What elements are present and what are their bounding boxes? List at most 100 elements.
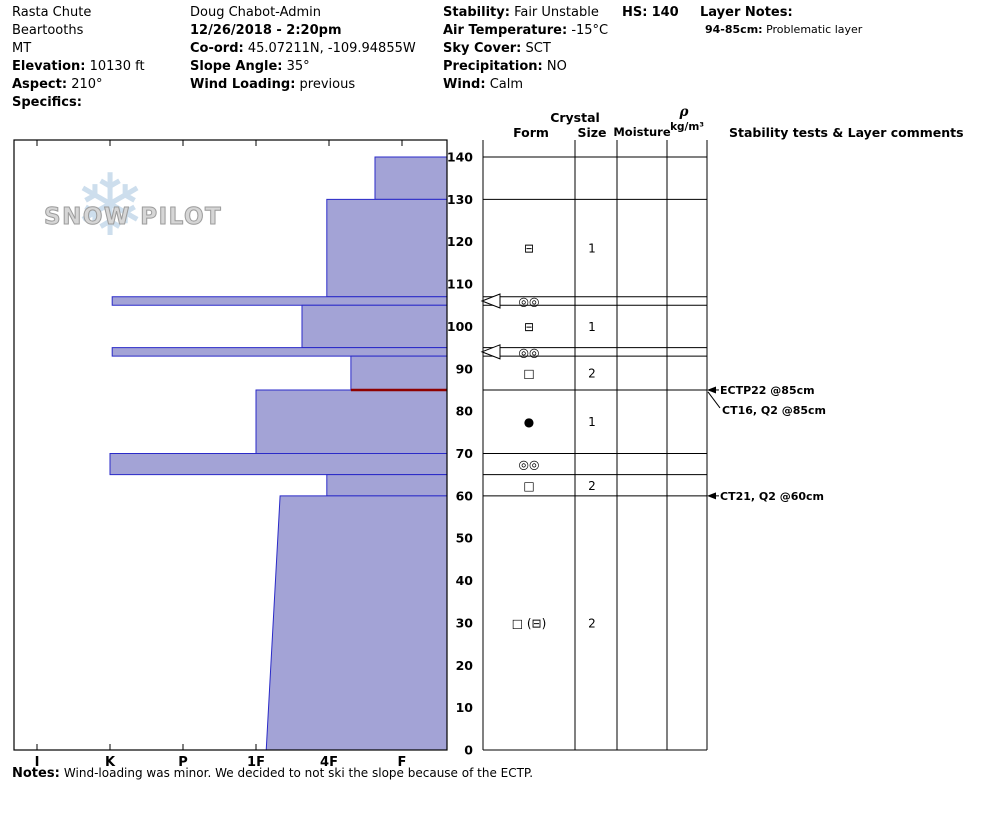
elevation-value: 10130 ft	[89, 59, 145, 74]
layer-hardness-bar	[350, 355, 448, 391]
precip-value: NO	[546, 59, 567, 74]
layer-hardness-bar	[255, 389, 448, 454]
layer-hardness-bar	[301, 304, 448, 349]
wind: Wind: Calm	[443, 76, 608, 94]
hardness-label: F	[398, 755, 407, 770]
stability: Stability: Fair Unstable	[443, 4, 608, 22]
hardness-label: P	[178, 755, 188, 770]
crystal-size-value: 1	[588, 415, 596, 429]
crystal-size-value: 2	[588, 616, 596, 630]
hardness-label: K	[105, 755, 116, 770]
crystal-size-value: 2	[588, 479, 596, 493]
stability-test-label: CT21, Q2 @60cm	[720, 490, 824, 503]
layer-note-depth: 94-85cm:	[705, 23, 763, 36]
site-aspect: Aspect: 210°	[12, 76, 145, 94]
notes-label: Notes:	[12, 766, 60, 781]
crystal-size-value: 2	[588, 367, 596, 381]
crystal-form-symbol: □	[523, 479, 534, 493]
depth-label: 140	[447, 150, 473, 165]
elevation-label: Elevation:	[12, 59, 86, 74]
hs-label: HS:	[622, 5, 648, 20]
hs-value: 140	[651, 5, 679, 20]
column-header-density-units: kg/m³	[670, 121, 704, 133]
column-header-moisture: Moisture	[613, 125, 671, 139]
wind-loading: Wind Loading: previous	[190, 76, 416, 94]
depth-label: 110	[447, 277, 473, 292]
hardness-label: 4F	[320, 755, 338, 770]
observer-name: Doug Chabot-Admin	[190, 5, 322, 20]
layer-concern-arrow-icon	[480, 293, 501, 309]
column-header-density-rho: ρ	[679, 104, 689, 120]
aspect-value: 210°	[71, 77, 103, 92]
depth-label: 50	[456, 531, 474, 546]
slope-angle-value: 35°	[286, 59, 310, 74]
column-header-comments: Stability tests & Layer comments	[729, 125, 964, 140]
precip-label: Precipitation:	[443, 59, 543, 74]
depth-label: 0	[464, 743, 473, 758]
layer-note-item: 94-85cm: Problematic layer	[700, 22, 862, 37]
site-name: Rasta Chute	[12, 5, 92, 20]
layer-hardness-bar	[265, 495, 448, 751]
specifics-label: Specifics:	[12, 95, 82, 110]
depth-label: 20	[456, 658, 474, 673]
crystal-form-symbol: □ (⊟)	[512, 616, 547, 630]
stability-test-label: ECTP22 @85cm	[720, 384, 815, 397]
slope-angle-label: Slope Angle:	[190, 59, 283, 74]
crystal-form-symbol: ⊟	[524, 242, 534, 256]
header-observer-block: Doug Chabot-Admin 12/26/2018 - 2:20pm Co…	[190, 4, 416, 94]
stability-label: Stability:	[443, 5, 510, 20]
layer-note-text: Problematic layer	[766, 23, 863, 36]
crystal-form-symbol: ◎◎	[519, 295, 540, 309]
crystal-size-value: 1	[588, 320, 596, 334]
column-header-crystal: Crystal	[550, 110, 600, 125]
site-specifics: Specifics:	[12, 94, 145, 112]
layer-hardness-bar	[109, 453, 448, 476]
crystal-form-symbol: ◎◎	[519, 345, 540, 359]
test-arrowhead-icon	[707, 386, 716, 394]
depth-label: 130	[447, 192, 473, 207]
sky-cover: Sky Cover: SCT	[443, 40, 608, 58]
coordinates: Co-ord: 45.07211N, -109.94855W	[190, 40, 416, 58]
coord-value: 45.07211N, -109.94855W	[247, 41, 416, 56]
depth-label: 10	[456, 700, 474, 715]
layer-hardness-bar	[111, 347, 448, 357]
site-state: MT	[12, 41, 32, 56]
pit-datetime: 12/26/2018 - 2:20pm	[190, 22, 416, 40]
header-site-block: Rasta Chute Beartooths MT Elevation: 101…	[12, 4, 145, 112]
chart-border	[13, 139, 448, 751]
layer-hardness-bar	[326, 198, 448, 298]
crystal-form-symbol: ◎◎	[519, 458, 540, 472]
wind-value: Calm	[489, 77, 524, 92]
column-header-form: Form	[513, 125, 549, 140]
pit-datetime-value: 12/26/2018 - 2:20pm	[190, 23, 342, 38]
wind-loading-label: Wind Loading:	[190, 77, 296, 92]
air-temp-value: -15°C	[571, 23, 609, 38]
site-range: Beartooths	[12, 23, 84, 38]
air-temperature: Air Temperature: -15°C	[443, 22, 608, 40]
sky-label: Sky Cover:	[443, 41, 522, 56]
stability-value: Fair Unstable	[514, 5, 599, 20]
layer-notes-heading: Layer Notes:	[700, 4, 862, 22]
depth-label: 40	[456, 573, 474, 588]
sky-value: SCT	[525, 41, 551, 56]
test-leader-line	[707, 391, 721, 409]
test-arrowhead-icon	[707, 492, 716, 500]
depth-label: 70	[456, 446, 474, 461]
slope-angle: Slope Angle: 35°	[190, 58, 416, 76]
crystal-form-symbol: ⊟	[524, 320, 534, 334]
wind-loading-value: previous	[299, 77, 356, 92]
layer-hardness-bar	[374, 156, 448, 200]
layer-notes-label: Layer Notes:	[700, 5, 793, 20]
air-temp-label: Air Temperature:	[443, 23, 568, 38]
hardness-label: I	[35, 755, 40, 770]
crystal-form-symbol: □	[523, 367, 534, 381]
crystal-size-value: 1	[588, 242, 596, 256]
depth-label: 100	[447, 319, 473, 334]
coord-label: Co-ord:	[190, 41, 244, 56]
column-header-size: Size	[577, 125, 607, 140]
site-elevation: Elevation: 10130 ft	[12, 58, 145, 76]
crystal-form-symbol: ●	[524, 415, 534, 429]
layer-concern-arrow-icon	[480, 344, 501, 360]
precipitation: Precipitation: NO	[443, 58, 608, 76]
